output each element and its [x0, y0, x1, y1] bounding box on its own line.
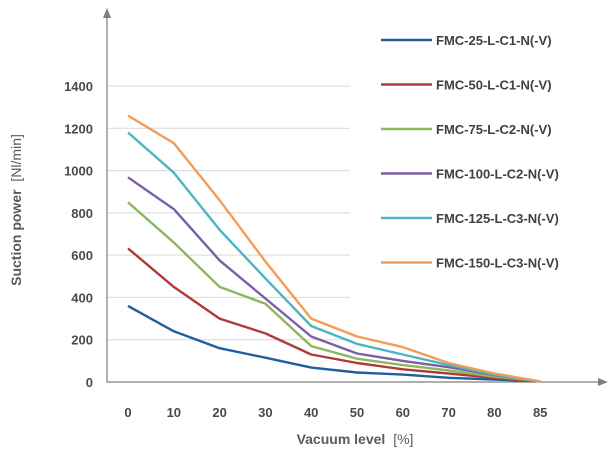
y-tick-label: 200 — [71, 333, 93, 348]
legend-label-3: FMC-75-L-C2-N(-V) — [436, 122, 552, 137]
y-axis-title-main: Suction power — [8, 189, 24, 286]
series-line-2 — [127, 247, 541, 383]
x-tick-label: 50 — [350, 405, 364, 420]
x-tick-label: 60 — [396, 405, 410, 420]
series-line-6 — [127, 114, 541, 383]
series-line-4 — [127, 176, 541, 383]
x-tick-label: 10 — [167, 405, 181, 420]
series-line-3 — [127, 201, 541, 383]
y-tick-label: 1200 — [64, 121, 93, 136]
x-tick-label: 40 — [304, 405, 318, 420]
legend-label-2: FMC-50-L-C1-N(-V) — [436, 78, 552, 93]
y-tick-labels: 0 200 400 600 800 1000 1200 1400 — [64, 79, 93, 390]
y-tick-label: 600 — [71, 248, 93, 263]
legend-label-1: FMC-25-L-C1-N(-V) — [436, 33, 552, 48]
x-tick-label: 30 — [258, 405, 272, 420]
series-line-1 — [127, 304, 541, 383]
x-tick-label: 85 — [533, 405, 547, 420]
x-tick-labels: 0 10 20 30 40 50 60 70 80 85 — [124, 405, 547, 420]
x-axis-arrow — [598, 378, 608, 386]
legend: FMC-25-L-C1-N(-V) FMC-50-L-C1-N(-V) FMC-75… — [381, 33, 559, 271]
y-tick-label: 1000 — [64, 164, 93, 179]
x-axis-title-unit: [%] — [393, 431, 413, 447]
y-tick-label: 400 — [71, 290, 93, 305]
y-axis-title-unit: [Nl/min] — [8, 134, 24, 181]
series-line-5 — [127, 131, 541, 383]
legend-label-6: FMC-150-L-C3-N(-V) — [436, 256, 559, 271]
axes — [103, 8, 608, 386]
x-tick-label: 70 — [441, 405, 455, 420]
x-tick-label: 0 — [124, 405, 131, 420]
legend-label-4: FMC-100-L-C2-N(-V) — [436, 167, 559, 182]
y-tick-label: 0 — [86, 375, 93, 390]
legend-label-5: FMC-125-L-C3-N(-V) — [436, 211, 559, 226]
y-axis-title: Suction power [Nl/min] — [8, 134, 24, 286]
y-tick-label: 1400 — [64, 79, 93, 94]
x-tick-label: 20 — [212, 405, 226, 420]
series-lines — [127, 114, 541, 383]
y-tick-label: 800 — [71, 206, 93, 221]
x-tick-label: 80 — [487, 405, 501, 420]
x-axis-title: Vacuum level [%] — [297, 431, 414, 447]
y-axis-arrow — [103, 8, 111, 18]
x-axis-title-main: Vacuum level — [297, 431, 386, 447]
